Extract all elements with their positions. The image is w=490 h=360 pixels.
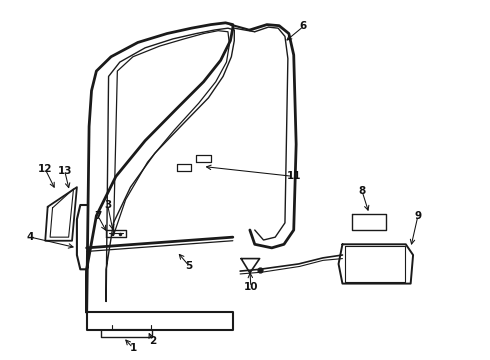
Text: 7: 7 — [94, 211, 101, 221]
Text: 8: 8 — [358, 186, 366, 196]
Text: 11: 11 — [287, 171, 301, 181]
Text: 13: 13 — [57, 166, 72, 176]
Text: 3: 3 — [104, 200, 111, 210]
Text: 1: 1 — [129, 343, 137, 353]
Text: 4: 4 — [27, 232, 34, 242]
Text: 5: 5 — [185, 261, 193, 271]
Text: 6: 6 — [300, 21, 307, 31]
Text: 12: 12 — [38, 164, 52, 174]
Text: 10: 10 — [244, 282, 258, 292]
Text: 9: 9 — [415, 211, 421, 221]
Text: 2: 2 — [149, 336, 156, 346]
